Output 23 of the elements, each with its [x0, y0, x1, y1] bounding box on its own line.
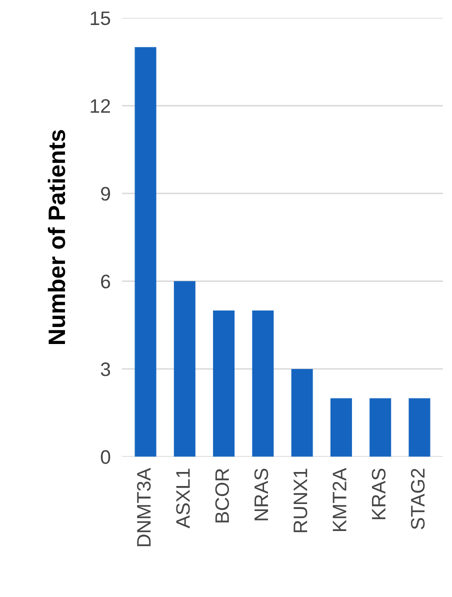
y-tick-label: 0 [100, 450, 110, 464]
x-tick-label: BCOR [215, 468, 230, 522]
bar [291, 368, 313, 457]
x-tick-label: ASXL1 [176, 468, 190, 528]
bar [174, 281, 196, 457]
x-tick-label: KMT2A [332, 468, 346, 532]
y-tick-label: 15 [90, 12, 110, 26]
x-tick-label: NRAS [254, 468, 268, 520]
y-tick-label: 9 [101, 186, 110, 201]
bar [213, 310, 235, 457]
x-tick-label: RUNX1 [294, 468, 308, 532]
y-axis-title: Number of Patients [48, 130, 66, 344]
y-tick-label: 6 [101, 274, 110, 288]
bar [408, 398, 430, 457]
x-tick-label: DNMT3A [136, 468, 151, 546]
y-tick-label: 12 [90, 99, 110, 113]
bar [370, 398, 392, 457]
bar [252, 310, 274, 457]
bar [134, 47, 156, 457]
y-tick-label: 3 [100, 362, 110, 376]
bar [330, 398, 352, 457]
x-tick-label: STAG2 [410, 468, 425, 530]
x-tick-label: KRAS [372, 468, 386, 520]
